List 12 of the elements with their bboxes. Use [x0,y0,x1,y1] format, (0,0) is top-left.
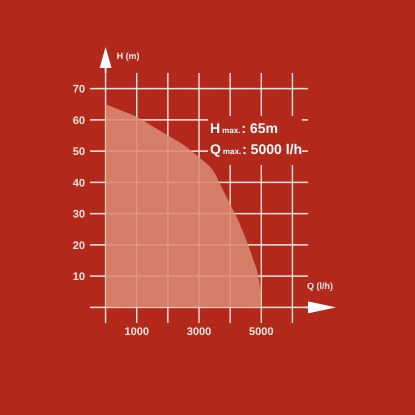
y-tick-label: 20 [72,240,85,252]
x-tick-label: 3000 [186,326,212,338]
x-tick-label: 1000 [124,326,149,338]
x-axis-title: Q (l/h) [307,281,333,292]
x-tick-label: 5000 [249,326,274,338]
y-axis-title: H (m) [116,51,140,61]
y-tick-label: 40 [72,177,85,190]
y-tick-label: 10 [72,271,85,284]
y-tick-label: 70 [72,84,85,96]
y-tick-label: 60 [72,114,85,127]
y-tick-label: 30 [72,208,85,221]
y-tick-label: 50 [72,146,85,158]
